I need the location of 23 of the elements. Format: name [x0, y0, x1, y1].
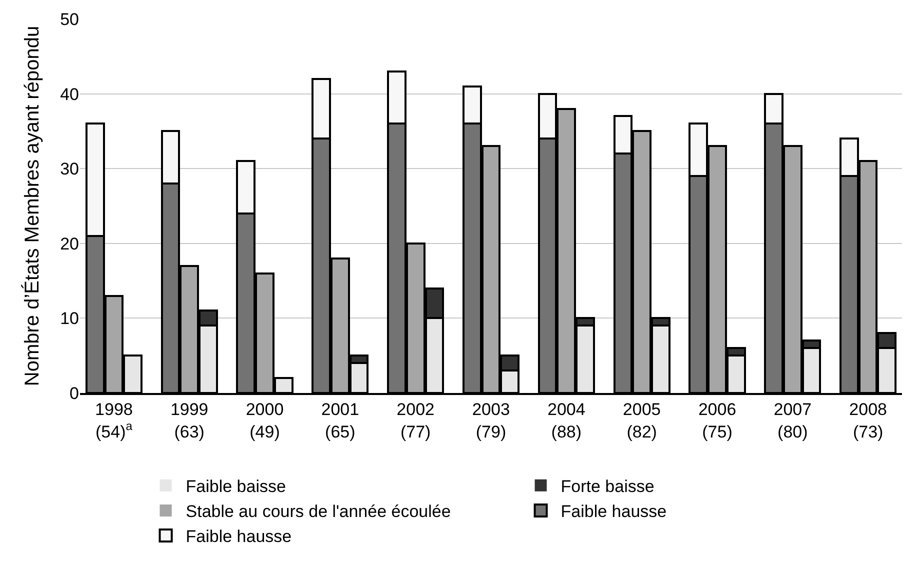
legend-label: Faible baisse — [186, 476, 286, 496]
y-axis-title: Nombre d’États Membres ayant répondu — [20, 26, 44, 386]
legend-label: Forte baisse — [560, 476, 654, 496]
x-tick-label: 1998 (54)$^{a}$ — [95, 400, 133, 442]
x-tick-label: 2000 (49) — [246, 400, 284, 442]
y-tick-label: 40 — [60, 84, 79, 104]
x-tick-label: 2001 (65) — [321, 400, 360, 442]
x-tick-label: 1999 (63) — [170, 400, 208, 442]
x-tick-label: 2006 (75) — [698, 400, 736, 442]
y-tick-label: 10 — [60, 309, 79, 328]
y-tick-label: 20 — [60, 234, 79, 254]
y-tick-label: 30 — [60, 160, 79, 179]
legend-label: Faible hausse — [560, 502, 667, 522]
x-tick-label: 2008 (73) — [849, 400, 887, 442]
y-tick-label: 0 — [70, 384, 79, 403]
x-tick-label: 2004 (88) — [547, 400, 586, 442]
legend-label: Stable au cours de l'année écoulée — [186, 502, 451, 522]
x-tick-label: 2002 (77) — [396, 400, 435, 442]
legend-label: Faible hausse — [186, 527, 292, 546]
y-tick-label: 50 — [60, 10, 79, 29]
x-tick-label: 2003 (79) — [472, 400, 510, 442]
x-tick-label: 2005 (82) — [622, 400, 661, 442]
x-tick-label: 2007 (80) — [774, 400, 812, 442]
